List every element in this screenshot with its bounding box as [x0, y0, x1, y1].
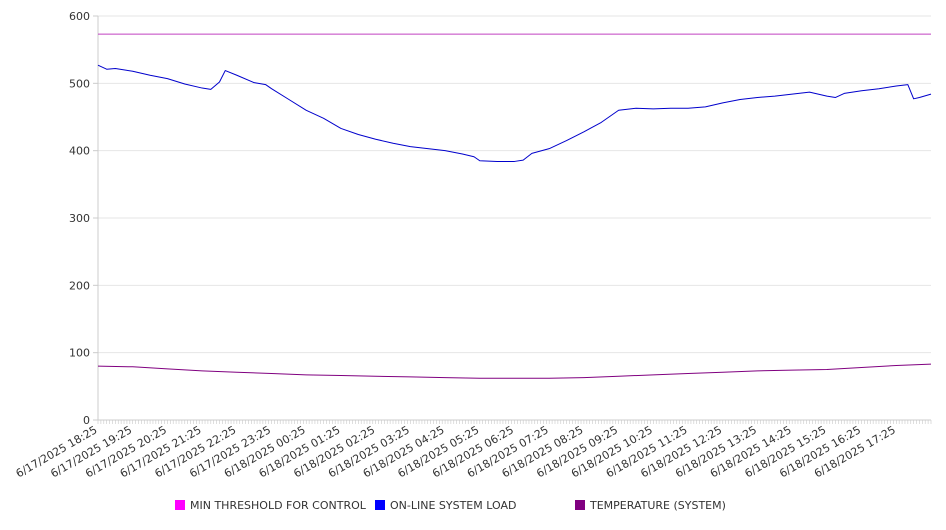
y-tick-label: 400: [69, 145, 90, 158]
legend-swatch: [175, 500, 185, 510]
legend-swatch: [575, 500, 585, 510]
legend: MIN THRESHOLD FOR CONTROL ON-LINE SYSTEM …: [175, 499, 726, 512]
y-tick-label: 500: [69, 77, 90, 90]
series-line-1: [97, 64, 932, 162]
legend-swatch: [375, 500, 385, 510]
legend-label: TEMPERATURE (SYSTEM): [589, 499, 726, 512]
y-tick-label: 0: [83, 414, 90, 427]
x-axis-tick-labels: 6/17/2025 18:256/17/2025 19:256/17/2025 …: [14, 423, 898, 480]
y-tick-label: 300: [69, 212, 90, 225]
grid-lines: [98, 15, 931, 354]
y-axis-tick-labels: 0 100 200 300 400 500 600: [69, 10, 90, 427]
series-line-2: [97, 363, 932, 379]
legend-label: ON-LINE SYSTEM LOAD: [390, 499, 516, 512]
legend-label: MIN THRESHOLD FOR CONTROL: [190, 499, 367, 512]
y-tick-label: 600: [69, 10, 90, 23]
y-tick-label: 200: [69, 279, 90, 292]
series-lines: [97, 33, 932, 379]
y-tick-label: 100: [69, 347, 90, 360]
axes: [93, 15, 932, 424]
